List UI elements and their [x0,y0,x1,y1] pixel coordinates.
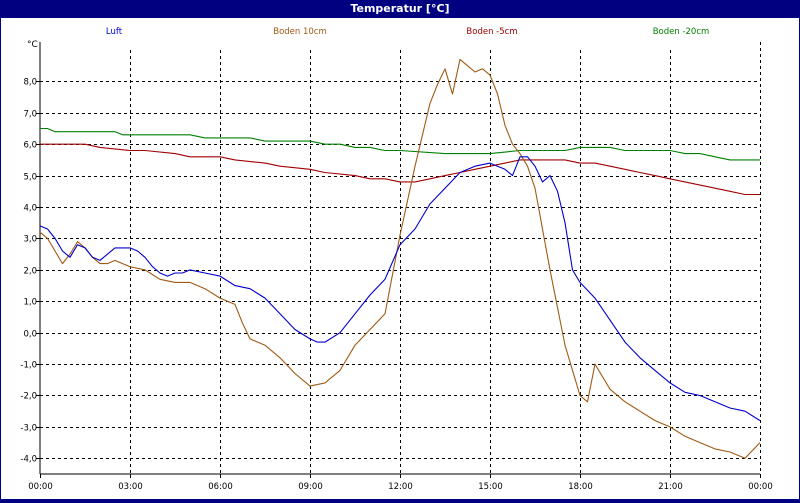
y-tick-label: -2,0 [20,392,37,402]
y-tick-label: 1,0 [23,298,37,308]
y-tick-label: 6,0 [23,141,37,151]
y-unit-label: °C [27,40,38,50]
x-tick-time-label: 00:00 [748,482,773,492]
legend-entry: Boden -5cm [466,27,517,37]
y-tick-label: 0,0 [23,330,37,340]
series-line [40,127,760,161]
series-line [39,58,761,459]
x-tick-time-label: 21:00 [658,482,683,492]
x-tick-time-label: 18:00 [568,482,593,492]
x-tick-time-label: 09:00 [298,482,323,492]
y-tick-label: -3,0 [20,424,37,434]
x-tick-time-label: 06:00 [208,482,233,492]
x-tick-time-label: 15:00 [478,482,503,492]
legend-entry: Luft [106,27,123,37]
y-tick-label: 2,0 [23,267,37,277]
y-tick-label: 7,0 [23,110,37,120]
legend-entry: Boden 10cm [273,27,327,37]
y-tick-label: 3,0 [23,235,37,245]
legend-entry: Boden -20cm [653,27,710,37]
series-line [39,156,761,422]
window-title: Temperatur [°C] [0,0,800,18]
y-tick-label: 8,0 [23,78,37,88]
y-tick-label: 4,0 [23,204,37,214]
y-tick-label: 5,0 [23,173,37,183]
temperature-chart: 8,0 7,0 6,0 5,0 4,0 3,0 2,0 1,0 0,0 -1,0 -2,0 -3,0 -… [20,27,779,503]
series-line [40,143,760,196]
plot-panel: 8,0 7,0 6,0 5,0 4,0 3,0 2,0 1,0 0,0 -1,0 -2,0 -3,0 -… [1,18,799,503]
y-tick-label: -1,0 [20,361,37,371]
x-tick-time-label: 12:00 [388,482,413,492]
y-tick-label: -4,0 [20,455,37,465]
x-tick-time-label: 00:00 [28,482,53,492]
x-tick-time-label: 03:00 [118,482,143,492]
